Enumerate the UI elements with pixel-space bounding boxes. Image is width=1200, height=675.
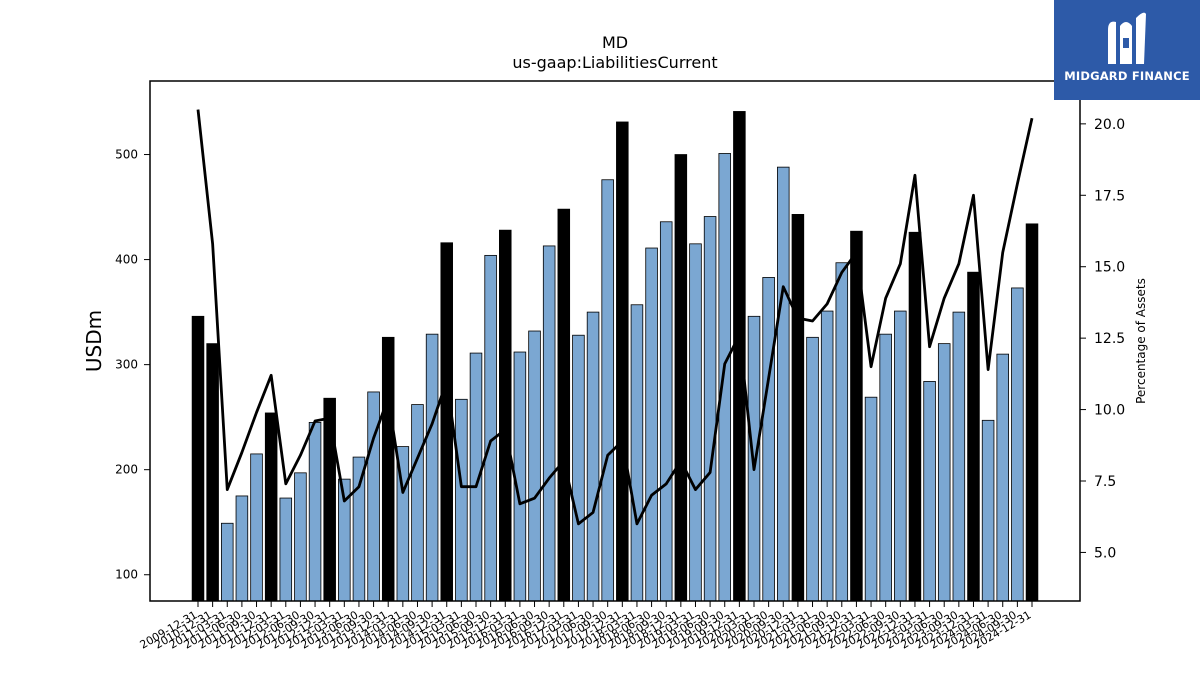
bar-2012-12-31: [323, 397, 336, 602]
y-axis-right: 5.0 7.5 10.0 12.5 15.0 17.5 20.0: [1080, 117, 1125, 561]
bar-2017-09-30: [601, 179, 614, 602]
bar-2019-03-31: [689, 243, 702, 602]
bar-2012-09-30: [308, 422, 322, 602]
bar-2015-12-31: [499, 229, 512, 602]
bar-2014-06-30: [411, 404, 424, 602]
bar-2010-12-31: [206, 343, 219, 602]
bar-2018-06-30: [645, 247, 658, 602]
bar-2011-03-31: [221, 522, 234, 602]
bar-2021-03-31: [806, 336, 819, 602]
bar-2023-03-31: [923, 381, 936, 602]
bar-2016-09-30: [542, 245, 556, 602]
bar-2018-03-31: [630, 304, 644, 602]
bar-2019-12-31: [733, 111, 746, 602]
y-tick-label: 100: [115, 568, 138, 582]
y-axis-label: USDm: [82, 310, 106, 372]
y-tick-label: 500: [115, 148, 138, 162]
bar-2023-09-30: [952, 311, 966, 602]
chart-subtitle: us-gaap:LiabilitiesCurrent: [512, 53, 717, 72]
bar-2023-12-31: [967, 271, 980, 602]
bar-2019-09-30: [718, 153, 731, 602]
bar-2022-09-30: [894, 310, 907, 602]
bar-2011-12-31: [264, 412, 278, 602]
y-tick-label: 400: [115, 253, 138, 267]
bar-2014-12-31: [440, 242, 453, 602]
bar-2016-12-31: [557, 208, 571, 602]
y2-tick-label: 12.5: [1094, 331, 1125, 347]
bar-2024-12-31: [1025, 223, 1039, 602]
bar-2015-09-30: [484, 254, 497, 602]
bar-2013-12-31: [381, 336, 395, 602]
bar-2016-06-30: [528, 330, 541, 602]
logo: MIDGARD FINANCE: [1054, 0, 1200, 100]
logo-text: MIDGARD FINANCE: [1064, 69, 1190, 83]
bar-2021-06-30: [820, 310, 834, 602]
y2-tick-label: 7.5: [1094, 474, 1116, 490]
bar-2009-12-31: [191, 315, 205, 602]
y2-tick-label: 10.0: [1094, 403, 1125, 419]
bar-2018-12-31: [674, 154, 688, 602]
bar-2020-12-31: [791, 214, 805, 602]
percentage-line: [196, 109, 1034, 526]
y2-tick-label: 20.0: [1094, 117, 1125, 133]
bar-2024-06-30: [996, 353, 1009, 602]
bar-2024-09-30: [1011, 287, 1024, 602]
bar-2022-03-31: [864, 396, 878, 602]
bar-2022-06-30: [879, 333, 892, 602]
line-layer: [196, 109, 1034, 526]
bar-2014-09-30: [425, 333, 439, 602]
bar-2013-06-30: [352, 456, 366, 602]
y2-tick-label: 5.0: [1094, 545, 1116, 561]
bar-2012-03-31: [279, 497, 293, 602]
bar-2020-09-30: [777, 166, 790, 602]
y2-axis-label: Percentage of Assets: [1134, 278, 1148, 404]
bars-layer: [191, 111, 1039, 602]
y2-tick-label: 17.5: [1094, 188, 1125, 204]
chart-title: MD: [602, 33, 628, 52]
midgard-logo-icon: [1108, 12, 1146, 65]
bar-2019-06-30: [703, 216, 717, 602]
x-axis: 2009-12-312010-12-312011-03-312011-06-30…: [138, 601, 1034, 652]
bar-2020-06-30: [762, 277, 775, 602]
bar-2011-09-30: [250, 453, 263, 602]
bar-2022-12-31: [908, 231, 922, 602]
bar-2017-06-30: [586, 311, 600, 602]
bar-2021-09-30: [835, 262, 849, 602]
bar-2023-06-30: [937, 343, 951, 602]
bar-2011-06-30: [235, 495, 249, 602]
bar-2024-03-31: [981, 419, 995, 602]
y2-tick-label: 15.0: [1094, 260, 1125, 276]
bar-2015-03-31: [455, 398, 468, 602]
bar-2017-03-31: [572, 334, 585, 602]
y-tick-label: 200: [115, 463, 138, 477]
y-tick-label: 300: [115, 358, 138, 372]
bar-2012-06-30: [294, 472, 307, 602]
y-axis-left: 100 200 300 400 500: [115, 148, 150, 582]
bar-2018-09-30: [659, 221, 673, 602]
plot-frame: [149, 80, 1081, 602]
bar-2017-12-31: [616, 121, 629, 602]
